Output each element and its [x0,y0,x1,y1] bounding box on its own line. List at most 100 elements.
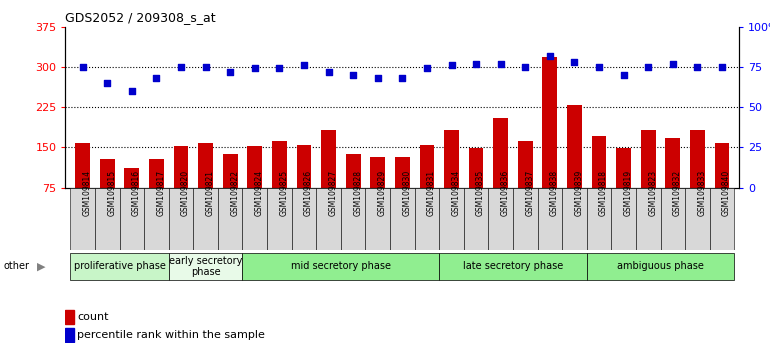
Bar [65,328,74,342]
Point [76,64,89,70]
Text: GSM109816: GSM109816 [132,170,141,216]
Point [593,64,605,70]
FancyBboxPatch shape [267,188,292,250]
Text: other: other [4,261,30,272]
Point [494,61,507,67]
Text: GSM109834: GSM109834 [451,170,460,216]
Text: GSM109817: GSM109817 [156,170,166,216]
Point [470,61,482,67]
FancyBboxPatch shape [464,188,488,250]
Text: GSM109819: GSM109819 [624,170,633,216]
FancyBboxPatch shape [587,253,735,280]
Text: GSM109836: GSM109836 [500,170,510,216]
Text: GSM109822: GSM109822 [230,170,239,216]
Bar [125,168,139,188]
Text: proliferative phase: proliferative phase [74,261,166,272]
Bar [641,130,655,188]
Point [323,69,335,74]
Text: late secretory phase: late secretory phase [463,261,563,272]
FancyBboxPatch shape [562,188,587,250]
FancyBboxPatch shape [537,188,562,250]
FancyBboxPatch shape [390,188,414,250]
FancyBboxPatch shape [661,188,685,250]
Point [667,61,679,67]
Point [298,62,310,68]
Text: GSM109827: GSM109827 [329,170,337,216]
Point [273,65,286,71]
Bar [100,159,115,188]
Point [568,59,581,65]
Bar [518,141,533,188]
Bar [223,154,238,188]
FancyBboxPatch shape [439,188,464,250]
Text: GSM109832: GSM109832 [673,170,681,216]
Text: GSM109815: GSM109815 [107,170,116,216]
Point [716,64,728,70]
Point [224,69,236,74]
Text: GSM109826: GSM109826 [304,170,313,216]
Bar [321,130,336,188]
FancyBboxPatch shape [636,188,661,250]
Text: GSM109820: GSM109820 [181,170,190,216]
Text: ambiguous phase: ambiguous phase [617,261,704,272]
FancyBboxPatch shape [710,188,735,250]
Text: GSM109835: GSM109835 [476,170,485,216]
Text: GSM109829: GSM109829 [378,170,387,216]
Bar [715,143,729,188]
FancyBboxPatch shape [70,253,169,280]
FancyBboxPatch shape [193,188,218,250]
Text: GDS2052 / 209308_s_at: GDS2052 / 209308_s_at [65,11,216,24]
Point [420,65,433,71]
Bar [272,141,286,188]
Text: count: count [77,312,109,322]
FancyBboxPatch shape [488,188,513,250]
Text: GSM109831: GSM109831 [427,170,436,216]
Bar [494,118,508,188]
Text: GSM109837: GSM109837 [525,170,534,216]
Text: ▶: ▶ [37,261,45,272]
Text: GSM109818: GSM109818 [599,170,608,216]
Bar [198,143,213,188]
Text: GSM109838: GSM109838 [550,170,559,216]
Bar [444,130,459,188]
FancyBboxPatch shape [119,188,144,250]
FancyBboxPatch shape [414,188,439,250]
Text: GSM109828: GSM109828 [353,170,362,216]
Text: percentile rank within the sample: percentile rank within the sample [77,330,265,340]
Point [445,62,457,68]
Point [249,65,261,71]
FancyBboxPatch shape [685,188,710,250]
Point [691,64,704,70]
FancyBboxPatch shape [243,253,439,280]
FancyBboxPatch shape [169,188,193,250]
Bar [567,105,582,188]
Point [642,64,654,70]
FancyBboxPatch shape [95,188,119,250]
Text: GSM109840: GSM109840 [722,170,731,216]
Point [101,80,113,86]
Point [199,64,212,70]
Point [397,75,409,81]
Point [150,75,162,81]
Text: GSM109823: GSM109823 [648,170,658,216]
Point [618,72,630,78]
Bar [346,154,360,188]
Point [519,64,531,70]
Text: GSM109839: GSM109839 [574,170,584,216]
Text: mid secretory phase: mid secretory phase [291,261,391,272]
Bar [591,136,607,188]
Bar [665,138,680,188]
Bar [75,143,90,188]
Bar [296,145,311,188]
FancyBboxPatch shape [439,253,587,280]
Bar [690,130,705,188]
Bar [420,145,434,188]
Text: GSM109833: GSM109833 [698,170,706,216]
Bar [174,146,189,188]
FancyBboxPatch shape [341,188,366,250]
Bar [395,157,410,188]
Text: GSM109830: GSM109830 [403,170,411,216]
FancyBboxPatch shape [169,253,243,280]
FancyBboxPatch shape [587,188,611,250]
Bar [149,159,164,188]
